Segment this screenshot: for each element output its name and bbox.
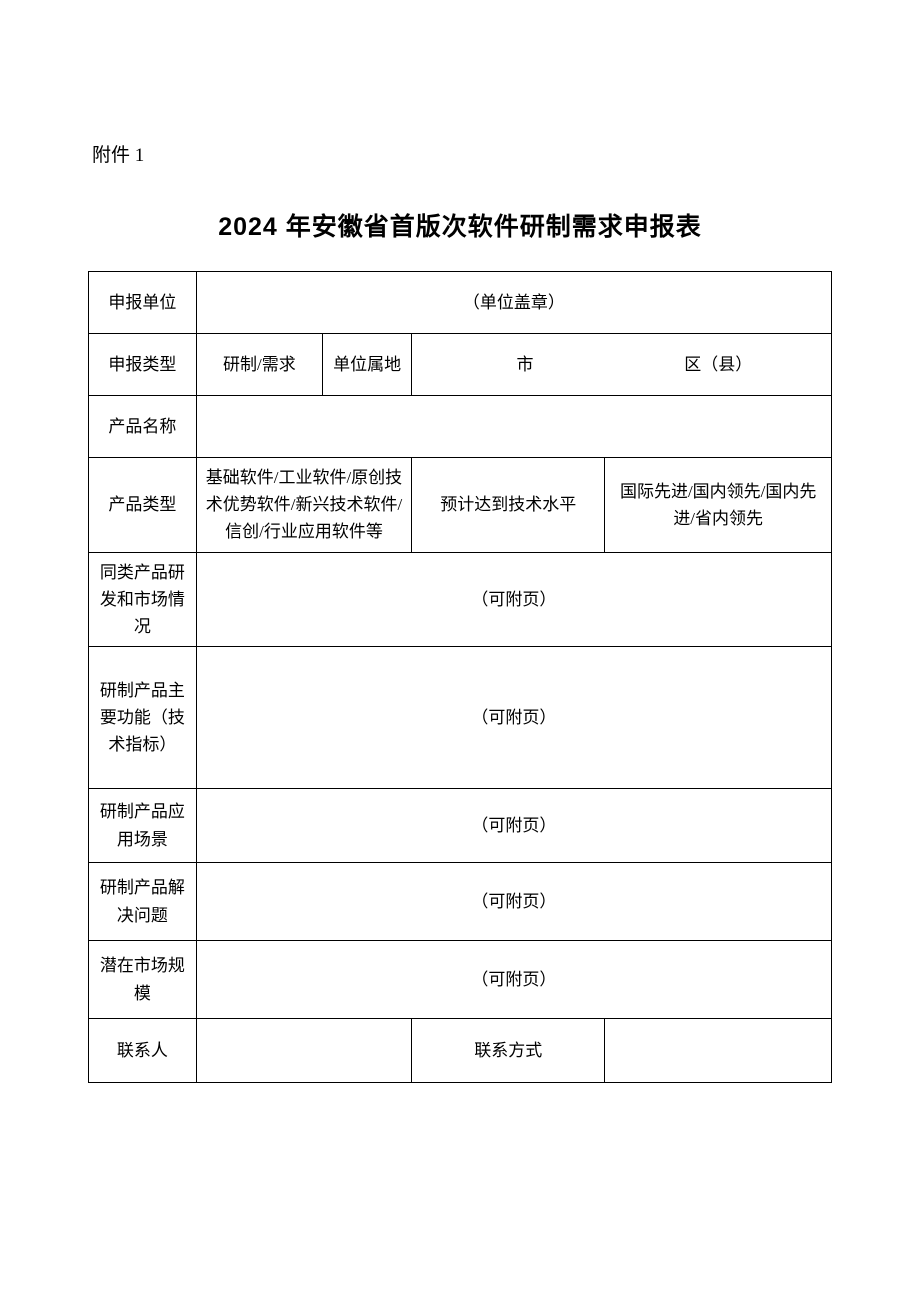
district-label: 区（县） <box>624 351 813 378</box>
table-row: 同类产品研发和市场情况 （可附页） <box>89 552 832 647</box>
cell-product-name-label: 产品名称 <box>89 396 197 458</box>
cell-reporting-unit-value: （单位盖章） <box>196 272 831 334</box>
table-row: 研制产品主要功能（技术指标） （可附页） <box>89 647 832 789</box>
cell-contact-method-label: 联系方式 <box>412 1019 605 1083</box>
cell-tech-level-value: 国际先进/国内领先/国内先进/省内领先 <box>605 458 832 553</box>
cell-contact-method-value <box>605 1019 832 1083</box>
table-row: 产品类型 基础软件/工业软件/原创技术优势软件/新兴技术软件/信创/行业应用软件… <box>89 458 832 553</box>
table-row: 产品名称 <box>89 396 832 458</box>
table-row: 研制产品解决问题 （可附页） <box>89 863 832 941</box>
city-label: 市 <box>431 351 620 378</box>
cell-product-type-value: 基础软件/工业软件/原创技术优势软件/新兴技术软件/信创/行业应用软件等 <box>196 458 411 553</box>
page-title: 2024 年安徽省首版次软件研制需求申报表 <box>88 207 832 243</box>
cell-reporting-type-value: 研制/需求 <box>196 334 322 396</box>
table-row: 申报单位 （单位盖章） <box>89 272 832 334</box>
attachment-label: 附件 1 <box>92 140 832 167</box>
table-row: 联系人 联系方式 <box>89 1019 832 1083</box>
cell-location-label: 单位属地 <box>323 334 412 396</box>
cell-location-value: 市 区（县） <box>412 334 832 396</box>
cell-similar-products-value: （可附页） <box>196 552 831 647</box>
cell-market-value: （可附页） <box>196 941 831 1019</box>
table-row: 申报类型 研制/需求 单位属地 市 区（县） <box>89 334 832 396</box>
cell-market-label: 潜在市场规模 <box>89 941 197 1019</box>
table-row: 潜在市场规模 （可附页） <box>89 941 832 1019</box>
cell-tech-level-label: 预计达到技术水平 <box>412 458 605 553</box>
cell-contact-label: 联系人 <box>89 1019 197 1083</box>
cell-problems-label: 研制产品解决问题 <box>89 863 197 941</box>
table-row: 研制产品应用场景 （可附页） <box>89 789 832 863</box>
cell-scenario-value: （可附页） <box>196 789 831 863</box>
cell-product-type-label: 产品类型 <box>89 458 197 553</box>
cell-contact-value <box>196 1019 411 1083</box>
cell-main-features-label: 研制产品主要功能（技术指标） <box>89 647 197 789</box>
cell-main-features-value: （可附页） <box>196 647 831 789</box>
cell-problems-value: （可附页） <box>196 863 831 941</box>
cell-scenario-label: 研制产品应用场景 <box>89 789 197 863</box>
cell-product-name-value <box>196 396 831 458</box>
cell-reporting-unit-label: 申报单位 <box>89 272 197 334</box>
cell-similar-products-label: 同类产品研发和市场情况 <box>89 552 197 647</box>
application-form-table: 申报单位 （单位盖章） 申报类型 研制/需求 单位属地 市 区（县） 产品名称 … <box>88 271 832 1083</box>
cell-reporting-type-label: 申报类型 <box>89 334 197 396</box>
